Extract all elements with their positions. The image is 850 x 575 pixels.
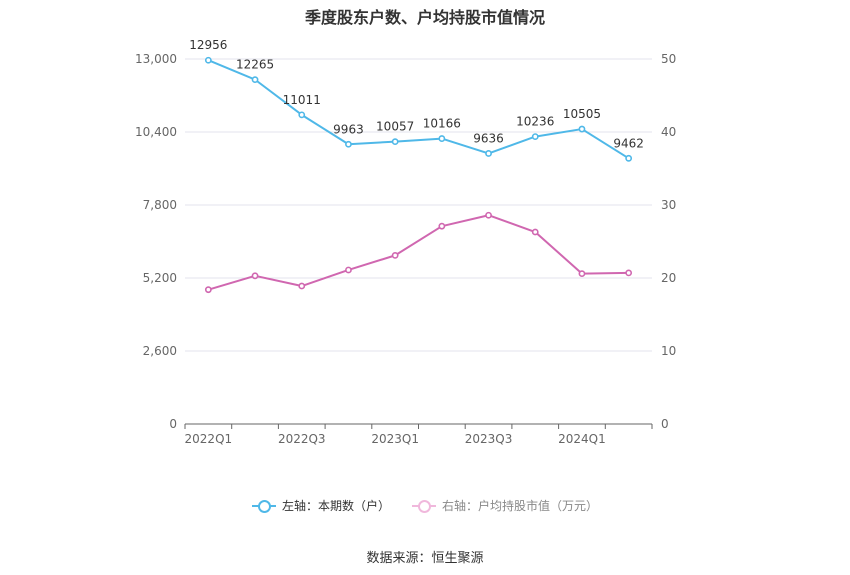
- x-tick-label: 2022Q1: [185, 432, 233, 446]
- y-left-tick-label: 7,800: [143, 198, 177, 212]
- y-left-tick-label: 13,000: [135, 52, 177, 66]
- data-point-market-value: [298, 282, 306, 290]
- data-point-households: [391, 138, 399, 146]
- data-point-households: [485, 150, 492, 157]
- data-point-households: [298, 111, 306, 119]
- y-left-tick-label: 5,200: [143, 271, 177, 285]
- y-right-tick-label: 10: [661, 344, 676, 358]
- data-point-households: [438, 135, 446, 142]
- data-label: 10505: [563, 107, 601, 121]
- data-label: 9963: [333, 122, 364, 136]
- data-label: 10057: [376, 120, 414, 134]
- chart-title: 季度股东户数、户均持股市值情况: [304, 8, 545, 27]
- data-source-note: 数据来源：恒生聚源: [366, 551, 484, 566]
- chart-area: 0 2,600 5,200 7,800 10,400 13,000 0 10 20 30 40 50 2…: [135, 38, 676, 446]
- data-point-market-value: [485, 211, 492, 219]
- y-right-tick-label: 20: [661, 271, 676, 285]
- legend-label-households: 左轴：本期数（户）: [281, 499, 390, 513]
- legend: 左轴：本期数（户） 右轴：户均持股市值（万元）: [0, 497, 850, 514]
- series-line-households: [207, 59, 630, 160]
- x-tick-label: 2022Q3: [278, 432, 326, 446]
- legend-label-market-value: 右轴：户均持股市值（万元）: [442, 499, 599, 513]
- y-right-tick-label: 30: [661, 198, 676, 212]
- x-tick-label: 2023Q3: [465, 432, 513, 446]
- y-left-tick-label: 10,400: [135, 125, 177, 139]
- y-left-tick-label: 2,600: [143, 344, 177, 358]
- series-line-market-value: [208, 214, 629, 291]
- data-label: 9636: [473, 131, 504, 145]
- data-point-households: [204, 56, 212, 64]
- data-label: 12956: [189, 38, 227, 52]
- y-right-tick-label: 50: [661, 52, 676, 66]
- y-left-tick-label: 0: [169, 417, 177, 431]
- data-point-market-value: [531, 228, 539, 236]
- data-label: 10166: [423, 117, 461, 131]
- y-right-tick-label: 0: [661, 417, 669, 431]
- data-point-market-value: [438, 222, 446, 230]
- data-label: 9462: [613, 136, 644, 150]
- y-right-tick-label: 40: [661, 125, 676, 139]
- legend-item-market-value[interactable]: 右轴：户均持股市值（万元）: [412, 497, 598, 514]
- x-tick-label: 2024Q1: [558, 432, 606, 446]
- data-point-market-value: [251, 272, 259, 280]
- data-point-market-value: [625, 269, 633, 277]
- data-point-market-value: [204, 286, 212, 294]
- data-point-households: [345, 140, 352, 148]
- x-tick-label: 2023Q1: [371, 432, 419, 446]
- data-point-households: [531, 133, 539, 141]
- data-point-households: [625, 154, 633, 162]
- data-point-market-value: [391, 251, 399, 259]
- legend-item-households[interactable]: 左轴：本期数（户）: [251, 497, 390, 514]
- legend-marker-market-value: [412, 499, 436, 513]
- data-label: 10236: [516, 115, 554, 129]
- data-point-households: [578, 125, 586, 133]
- legend-marker-households: [251, 499, 276, 513]
- data-point-market-value: [578, 270, 586, 278]
- data-point-households: [251, 76, 259, 84]
- data-label: 11011: [283, 93, 321, 107]
- data-label: 12265: [236, 58, 274, 72]
- data-point-market-value: [345, 266, 352, 274]
